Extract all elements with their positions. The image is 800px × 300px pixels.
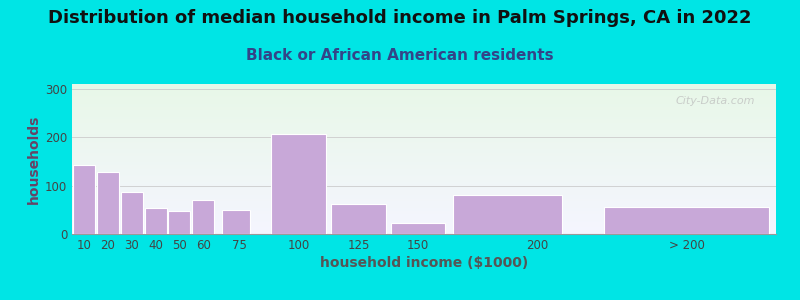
Text: Distribution of median household income in Palm Springs, CA in 2022: Distribution of median household income …	[48, 9, 752, 27]
Bar	[271, 134, 326, 234]
Bar	[331, 204, 386, 234]
Bar	[97, 172, 118, 234]
Text: City-Data.com: City-Data.com	[675, 96, 755, 106]
Text: Black or African American residents: Black or African American residents	[246, 48, 554, 63]
Bar	[192, 200, 214, 234]
Bar	[145, 208, 166, 234]
Bar	[222, 210, 250, 234]
Y-axis label: households: households	[26, 114, 41, 204]
Bar	[169, 211, 190, 234]
Bar	[604, 207, 769, 234]
X-axis label: household income ($1000): household income ($1000)	[320, 256, 528, 270]
Bar	[453, 195, 562, 234]
Bar	[121, 192, 142, 234]
Bar	[390, 224, 446, 234]
Bar	[73, 165, 95, 234]
